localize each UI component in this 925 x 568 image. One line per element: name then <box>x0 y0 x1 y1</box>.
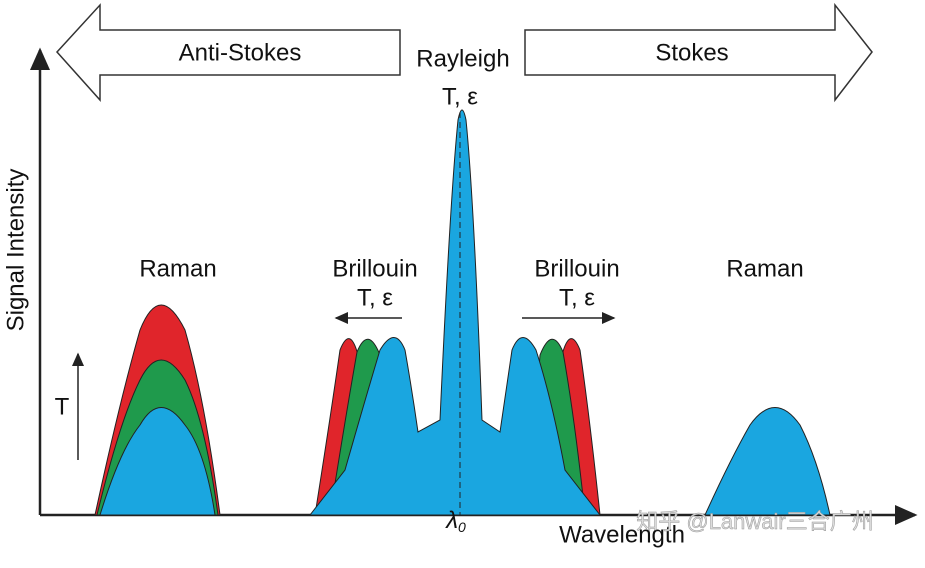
watermark: 知乎 @Lanwair三合广州 <box>636 509 874 534</box>
rayleigh-sensitivity: T, ε <box>442 83 478 110</box>
center-symbol: λ <box>444 507 458 534</box>
temperature-label: T <box>55 393 70 420</box>
stokes-label: Stokes <box>655 39 728 66</box>
raman-right-blue <box>704 407 831 516</box>
anti-stokes-label: Anti-Stokes <box>179 39 302 66</box>
brillouin-right-sensitivity: T, ε <box>559 284 595 311</box>
rayleigh-brillouin-blue <box>308 109 602 516</box>
stokes-arrow <box>524 2 873 103</box>
brillouin-right-label: Brillouin <box>534 255 619 282</box>
raman-left-label: Raman <box>139 255 216 282</box>
raman-right-label: Raman <box>726 255 803 282</box>
anti-stokes-arrow <box>55 3 401 102</box>
center-wavelength: λ0 <box>444 507 466 534</box>
x-axis-label: Wavelength <box>559 521 685 548</box>
rayleigh-label: Rayleigh <box>416 45 509 72</box>
y-axis-label: Signal Intensity <box>2 169 29 332</box>
brillouin-left-label: Brillouin <box>332 255 417 282</box>
center-subscript: 0 <box>458 519 466 535</box>
raman-peak-blue <box>99 407 216 516</box>
brillouin-left-sensitivity: T, ε <box>357 284 393 311</box>
